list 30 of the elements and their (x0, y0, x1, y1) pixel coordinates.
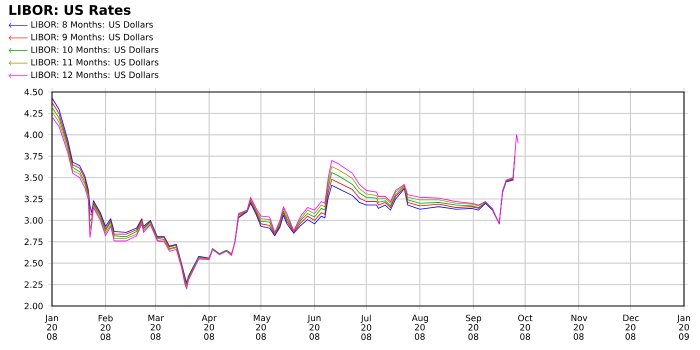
legend-label: LIBOR: 10 Months: US Dollars (31, 46, 158, 53)
x-tick-label: Jul 20 08 (360, 314, 372, 340)
x-tick-label: Jan 20 08 (44, 314, 58, 340)
x-tick-label: Feb 20 08 (98, 314, 113, 340)
y-tick-label: 3.75 (24, 152, 43, 160)
y-tick-label: 3.50 (24, 174, 43, 181)
legend-label: LIBOR: 8 Months: US Dollars (31, 21, 153, 28)
x-tick-label: Nov 20 08 (572, 314, 588, 340)
x-tick-label: Mar 20 08 (148, 314, 164, 340)
y-tick-label: 2.00 (24, 302, 43, 310)
y-tick-label: 3.00 (24, 217, 43, 224)
y-tick-label: 2.50 (24, 260, 43, 266)
y-tick-label: 4.00 (24, 132, 43, 138)
x-tick-label: Sep 20 08 (466, 314, 482, 340)
chart-title: LIBOR: US Rates (10, 4, 131, 16)
y-tick-label: 2.25 (24, 281, 43, 288)
x-tick-label: May 20 08 (254, 314, 271, 340)
x-tick-label: Oct 20 08 (518, 314, 532, 340)
legend-label: LIBOR: 9 Months: US Dollars (31, 34, 153, 40)
y-tick-label: 4.50 (24, 88, 43, 96)
x-tick-label: Jan 20 09 (676, 314, 690, 340)
legend-label: LIBOR: 12 Months: US Dollars (31, 71, 158, 78)
y-tick-label: 2.75 (24, 238, 43, 246)
x-tick-label: Aug 20 08 (412, 314, 428, 340)
legend-label: LIBOR: 11 Months: US Dollars (31, 58, 158, 66)
y-tick-label: 3.25 (24, 196, 43, 202)
x-tick-label: Jun 20 08 (307, 314, 320, 340)
y-tick-label: 4.25 (24, 110, 43, 117)
x-tick-label: Apr 20 08 (202, 314, 217, 340)
x-tick-label: Dec 20 08 (623, 314, 639, 340)
